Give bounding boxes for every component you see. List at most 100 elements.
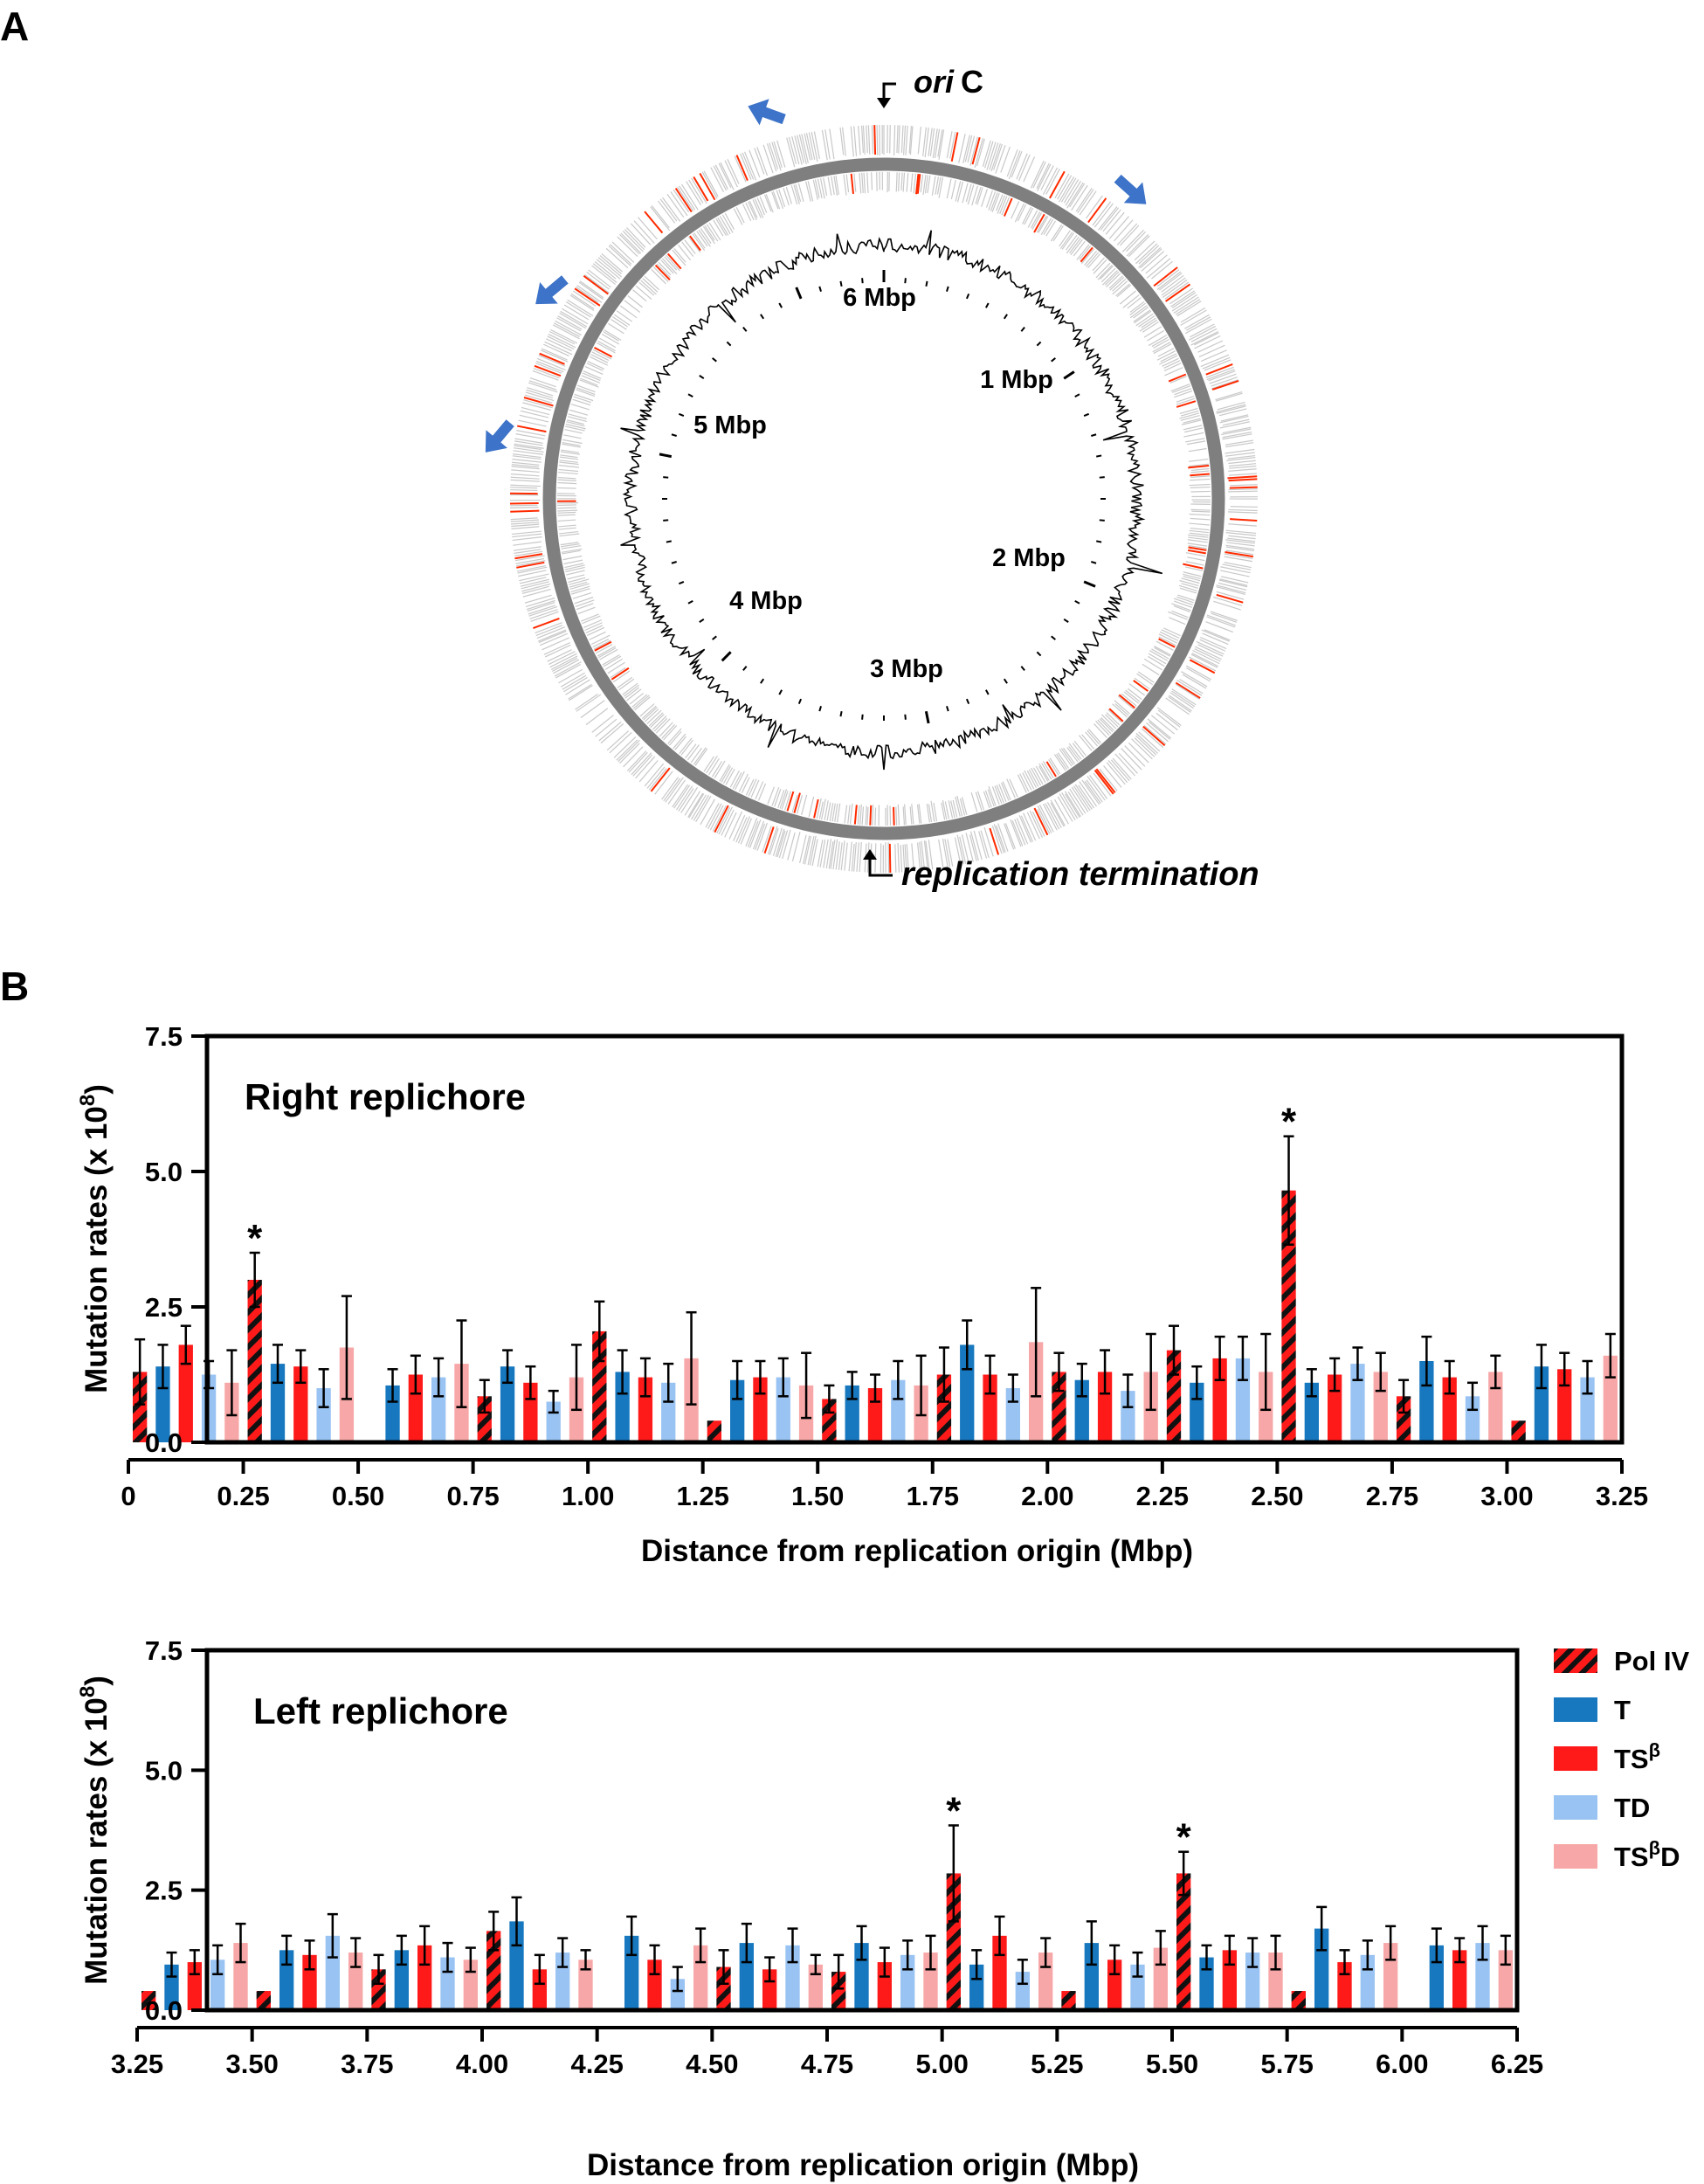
gene-tick <box>913 173 917 194</box>
chart2-x-axis: 3.25 3.50 3.75 4.00 4.25 4.50 4.75 5.00 5.25 5.50… <box>111 2026 1543 2079</box>
bar-t <box>615 1372 630 1442</box>
gene-tick <box>562 439 583 445</box>
gene-tick <box>679 737 693 754</box>
gene-tick <box>624 300 641 313</box>
gene-tick <box>526 597 555 607</box>
gene-tick <box>706 224 719 242</box>
gene-tick <box>1102 209 1121 232</box>
gene-tick <box>1160 353 1177 363</box>
scale-tick <box>839 280 843 287</box>
gene-tick <box>928 128 933 156</box>
gene-tick <box>611 241 635 263</box>
gene-tick <box>1079 245 1092 260</box>
gene-tick <box>543 642 570 655</box>
gene-tick <box>1186 316 1211 331</box>
gene-tick <box>567 299 594 317</box>
gene-tick <box>1154 646 1171 656</box>
gene-tick <box>928 840 934 870</box>
gene-tick <box>797 183 804 203</box>
gene-tick <box>801 794 808 816</box>
gene-tick <box>811 839 818 867</box>
gene-tick <box>600 722 624 744</box>
gene-tick <box>787 832 796 860</box>
gene-tick <box>985 190 993 208</box>
gene-tick <box>1188 536 1209 541</box>
x-tick-label: 1.75 <box>907 1481 959 1511</box>
gene-tick <box>1135 732 1158 754</box>
gene-tick <box>1087 776 1106 801</box>
gene-tick <box>542 637 570 651</box>
gene-tick <box>936 176 942 195</box>
gene-tick <box>766 143 777 172</box>
gene-tick <box>1134 310 1152 324</box>
bar-ts-beta-d <box>1153 1947 1168 2010</box>
gene-tick <box>1179 579 1199 587</box>
gene-tick <box>529 609 558 620</box>
chart1-y-axis-label: Mutation rates (x 108) <box>76 1084 114 1393</box>
gene-tick <box>779 789 788 809</box>
highlight-gene-tick <box>971 137 981 165</box>
gene-tick <box>617 740 640 763</box>
x-tick-label: 4.25 <box>570 2049 623 2079</box>
gene-tick <box>625 227 646 248</box>
gene-tick <box>658 261 672 276</box>
gene-tick <box>630 223 652 245</box>
gene-tick <box>557 476 576 480</box>
gene-tick <box>1159 273 1183 291</box>
gene-tick <box>1097 206 1118 231</box>
bar-pol-iv <box>592 1330 607 1442</box>
gene-tick <box>1164 281 1190 300</box>
gene-tick <box>572 398 591 406</box>
gene-tick <box>852 841 857 872</box>
bar-pol-iv <box>1052 1372 1066 1442</box>
bar-t <box>509 1921 524 2010</box>
highlight-gene-tick <box>1216 593 1244 604</box>
gene-tick <box>550 655 578 670</box>
scale-tick <box>1083 412 1090 418</box>
gene-tick <box>548 333 576 349</box>
gene-tick <box>586 271 610 290</box>
gene-tick <box>648 768 667 791</box>
gene-tick <box>976 187 983 205</box>
gene-tick <box>1059 176 1075 203</box>
gene-tick <box>609 731 632 754</box>
gene-tick <box>1112 279 1127 292</box>
gene-tick <box>710 167 725 192</box>
gene-tick <box>565 566 585 573</box>
gene-tick <box>776 830 786 858</box>
highlight-gene-tick <box>989 827 1000 855</box>
gene-tick <box>662 197 681 222</box>
gene-tick <box>797 135 804 163</box>
gene-tick <box>1163 363 1182 371</box>
gene-tick <box>693 232 706 249</box>
gene-tick <box>572 591 592 599</box>
gene-tick <box>745 818 758 847</box>
highlight-gene-tick <box>533 618 560 629</box>
gene-tick <box>532 370 559 381</box>
gene-tick <box>1180 307 1206 323</box>
y-tick-label: 0.0 <box>145 1995 183 2026</box>
bar-t <box>500 1366 515 1442</box>
gene-tick <box>959 798 966 816</box>
gene-tick <box>1069 788 1087 814</box>
gene-tick <box>1023 812 1037 841</box>
gene-tick <box>567 416 587 423</box>
gene-tick <box>1194 335 1221 349</box>
y-tick-label: 2.5 <box>145 1876 183 1906</box>
gene-tick <box>786 137 796 168</box>
bar-pol-iv <box>141 1991 156 2010</box>
gene-tick <box>1022 772 1032 791</box>
legend-item-t: T <box>1554 1695 1631 1725</box>
gene-tick <box>1147 330 1164 342</box>
gene-tick <box>1189 513 1211 516</box>
gene-tick <box>961 797 968 815</box>
scale-tick <box>1074 393 1080 397</box>
gene-tick <box>896 125 899 154</box>
gene-tick <box>591 265 616 286</box>
gene-tick <box>808 796 815 818</box>
gene-tick <box>561 548 583 553</box>
gene-tick <box>1050 799 1066 826</box>
gene-tick <box>1189 522 1210 526</box>
scale-tick <box>699 618 705 623</box>
gene-tick <box>724 212 735 230</box>
